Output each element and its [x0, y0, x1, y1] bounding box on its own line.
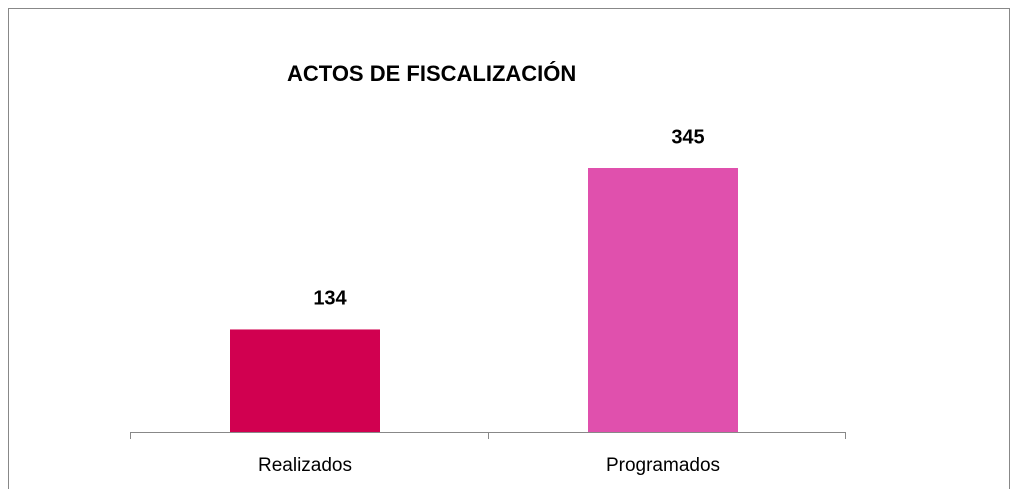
chart-frame [8, 8, 1010, 489]
data-label: 134 [313, 288, 347, 310]
x-tick-label: Programados [606, 455, 720, 476]
data-label: 345 [671, 126, 704, 148]
x-tick-label: Realizados [258, 455, 352, 476]
bar [230, 329, 380, 432]
chart-title: ACTOS DE FISCALIZACIÓN [287, 61, 576, 86]
bar [588, 168, 738, 432]
